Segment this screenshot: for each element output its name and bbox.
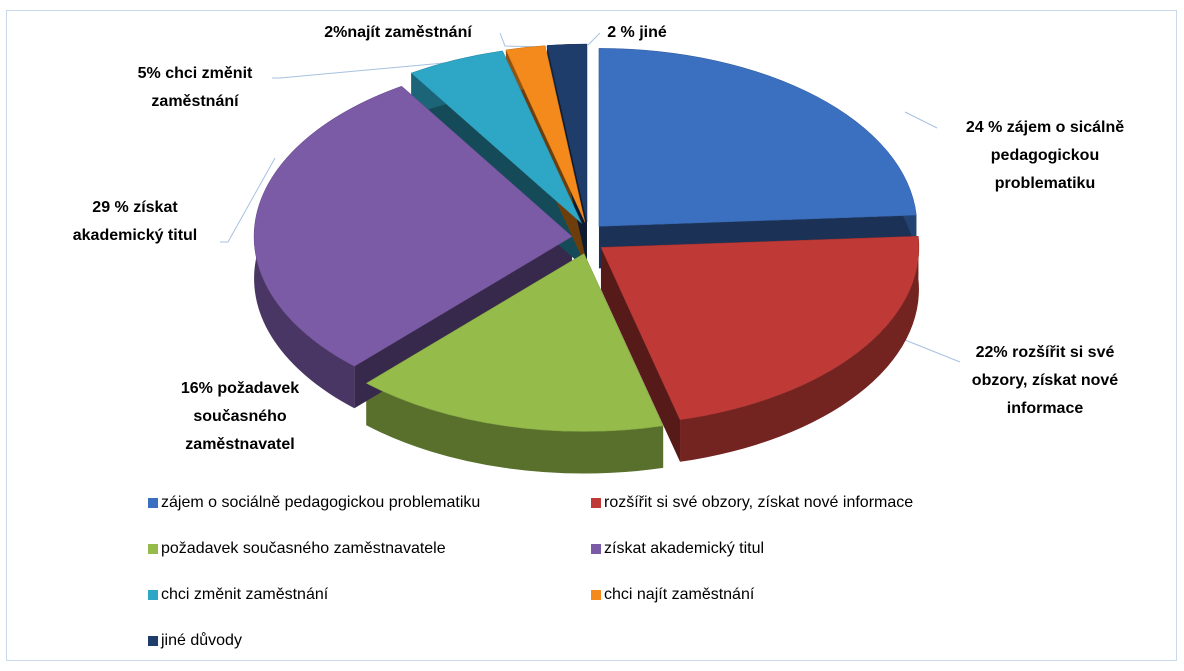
pie-slice [410,50,582,224]
pie-slice [505,45,586,223]
legend-item: požadavek současného zaměstnavatele [148,540,446,557]
data-label-line: informace [1007,400,1084,417]
data-label-line: pedagogickou [991,147,1099,164]
legend-swatch [148,544,158,554]
legend-label: rozšířit si své obzory, získat nové info… [604,494,913,511]
legend-item: chci změnit zaměstnání [148,586,329,603]
legend-label: požadavek současného zaměstnavatele [161,540,446,557]
legend-swatch [591,498,601,508]
data-label: 29 % získat akademický titul [73,199,198,244]
legend-item: zájem o sociálně pedagogickou problemati… [148,494,480,511]
pie-tops [253,43,920,432]
leader-line [587,32,601,46]
pie-slice [253,85,573,367]
pie-slice [600,235,920,421]
data-label-line: obzory, získat nové [972,372,1119,389]
data-label: 2%najít zaměstnání [324,24,472,41]
pie-slice [598,48,917,227]
legend-item: rozšířit si své obzory, získat nové info… [591,494,913,511]
legend-swatch [591,544,601,554]
legend-swatch [148,636,158,646]
data-label: 24 % zájem o sicálně pedagogickou problema… [966,119,1124,192]
data-label: 16% požadavek současného zaměstnavatel [181,380,299,453]
data-label-line: 24 % zájem o sicálně [966,119,1124,136]
leader-line [220,157,276,243]
data-label: 5% chci změnit zaměstnání [138,65,253,110]
pie-slice [546,43,588,223]
pie-slice [365,253,664,432]
leader-line [272,61,456,79]
data-label-line: 2%najít zaměstnání [324,24,472,41]
data-label: 2 % jiné [607,24,667,41]
data-label-line: akademický titul [73,227,198,244]
legend-item: získat akademický titul [591,540,764,557]
data-label-line: zaměstnání [151,93,239,110]
data-label: 22% rozšířit si své obzory, získat nové in… [972,344,1119,417]
legend-label: chci změnit zaměstnání [161,586,329,603]
slice-side [366,383,664,474]
slice-side [680,236,919,462]
data-label-line: 2 % jiné [607,24,667,41]
legend-item: jiné důvody [148,631,242,649]
legend-label: jiné důvody [160,631,242,649]
data-label-line: 22% rozšířit si své [976,344,1115,361]
leader-line [904,111,938,129]
data-label-line: 16% požadavek [181,380,299,397]
leader-line [904,339,961,363]
legend-swatch [591,590,601,600]
data-label-line: 5% chci změnit [138,65,253,82]
data-label-line: problematiku [995,175,1095,192]
legend-label: chci najít zaměstnání [604,586,755,603]
legend-swatch [148,590,158,600]
legend-label: získat akademický titul [604,540,764,557]
legend-item: chci najít zaměstnání [591,586,755,603]
legend-label: zájem o sociálně pedagogickou problemati… [161,494,480,511]
legend-swatch [148,498,158,508]
data-label-line: současného [193,408,287,425]
data-label-line: 29 % získat [92,199,178,216]
data-label-line: zaměstnavatel [185,436,294,453]
